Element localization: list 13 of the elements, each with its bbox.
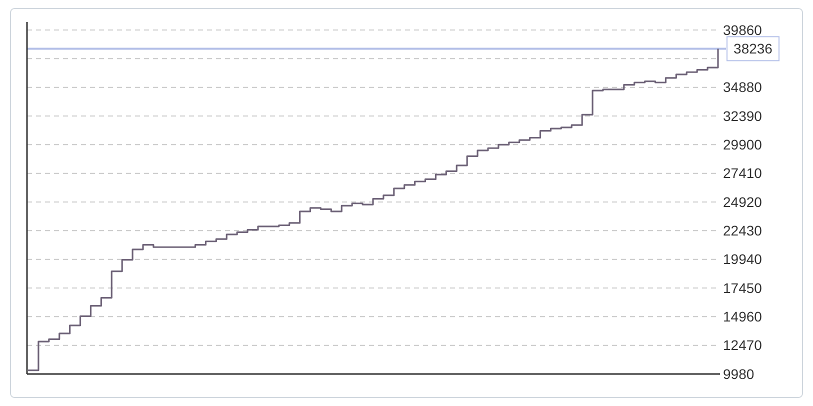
y-tick-label: 29900 bbox=[723, 136, 762, 153]
y-tick-label: 34880 bbox=[723, 79, 762, 96]
y-tick-label: 19940 bbox=[723, 251, 762, 268]
y-tick-label: 9980 bbox=[723, 366, 754, 382]
y-tick-label: 14960 bbox=[723, 308, 762, 325]
y-tick-label: 27410 bbox=[723, 165, 762, 182]
y-tick-label: 12470 bbox=[723, 337, 762, 354]
y-tick-label: 22430 bbox=[723, 222, 762, 239]
ref-line-label: 38236 bbox=[734, 40, 773, 57]
y-tick-label: 32390 bbox=[723, 108, 762, 124]
y-tick-label: 17450 bbox=[723, 280, 762, 296]
y-tick-label: 24920 bbox=[723, 194, 762, 210]
y-tick-label: 39860 bbox=[723, 22, 762, 38]
